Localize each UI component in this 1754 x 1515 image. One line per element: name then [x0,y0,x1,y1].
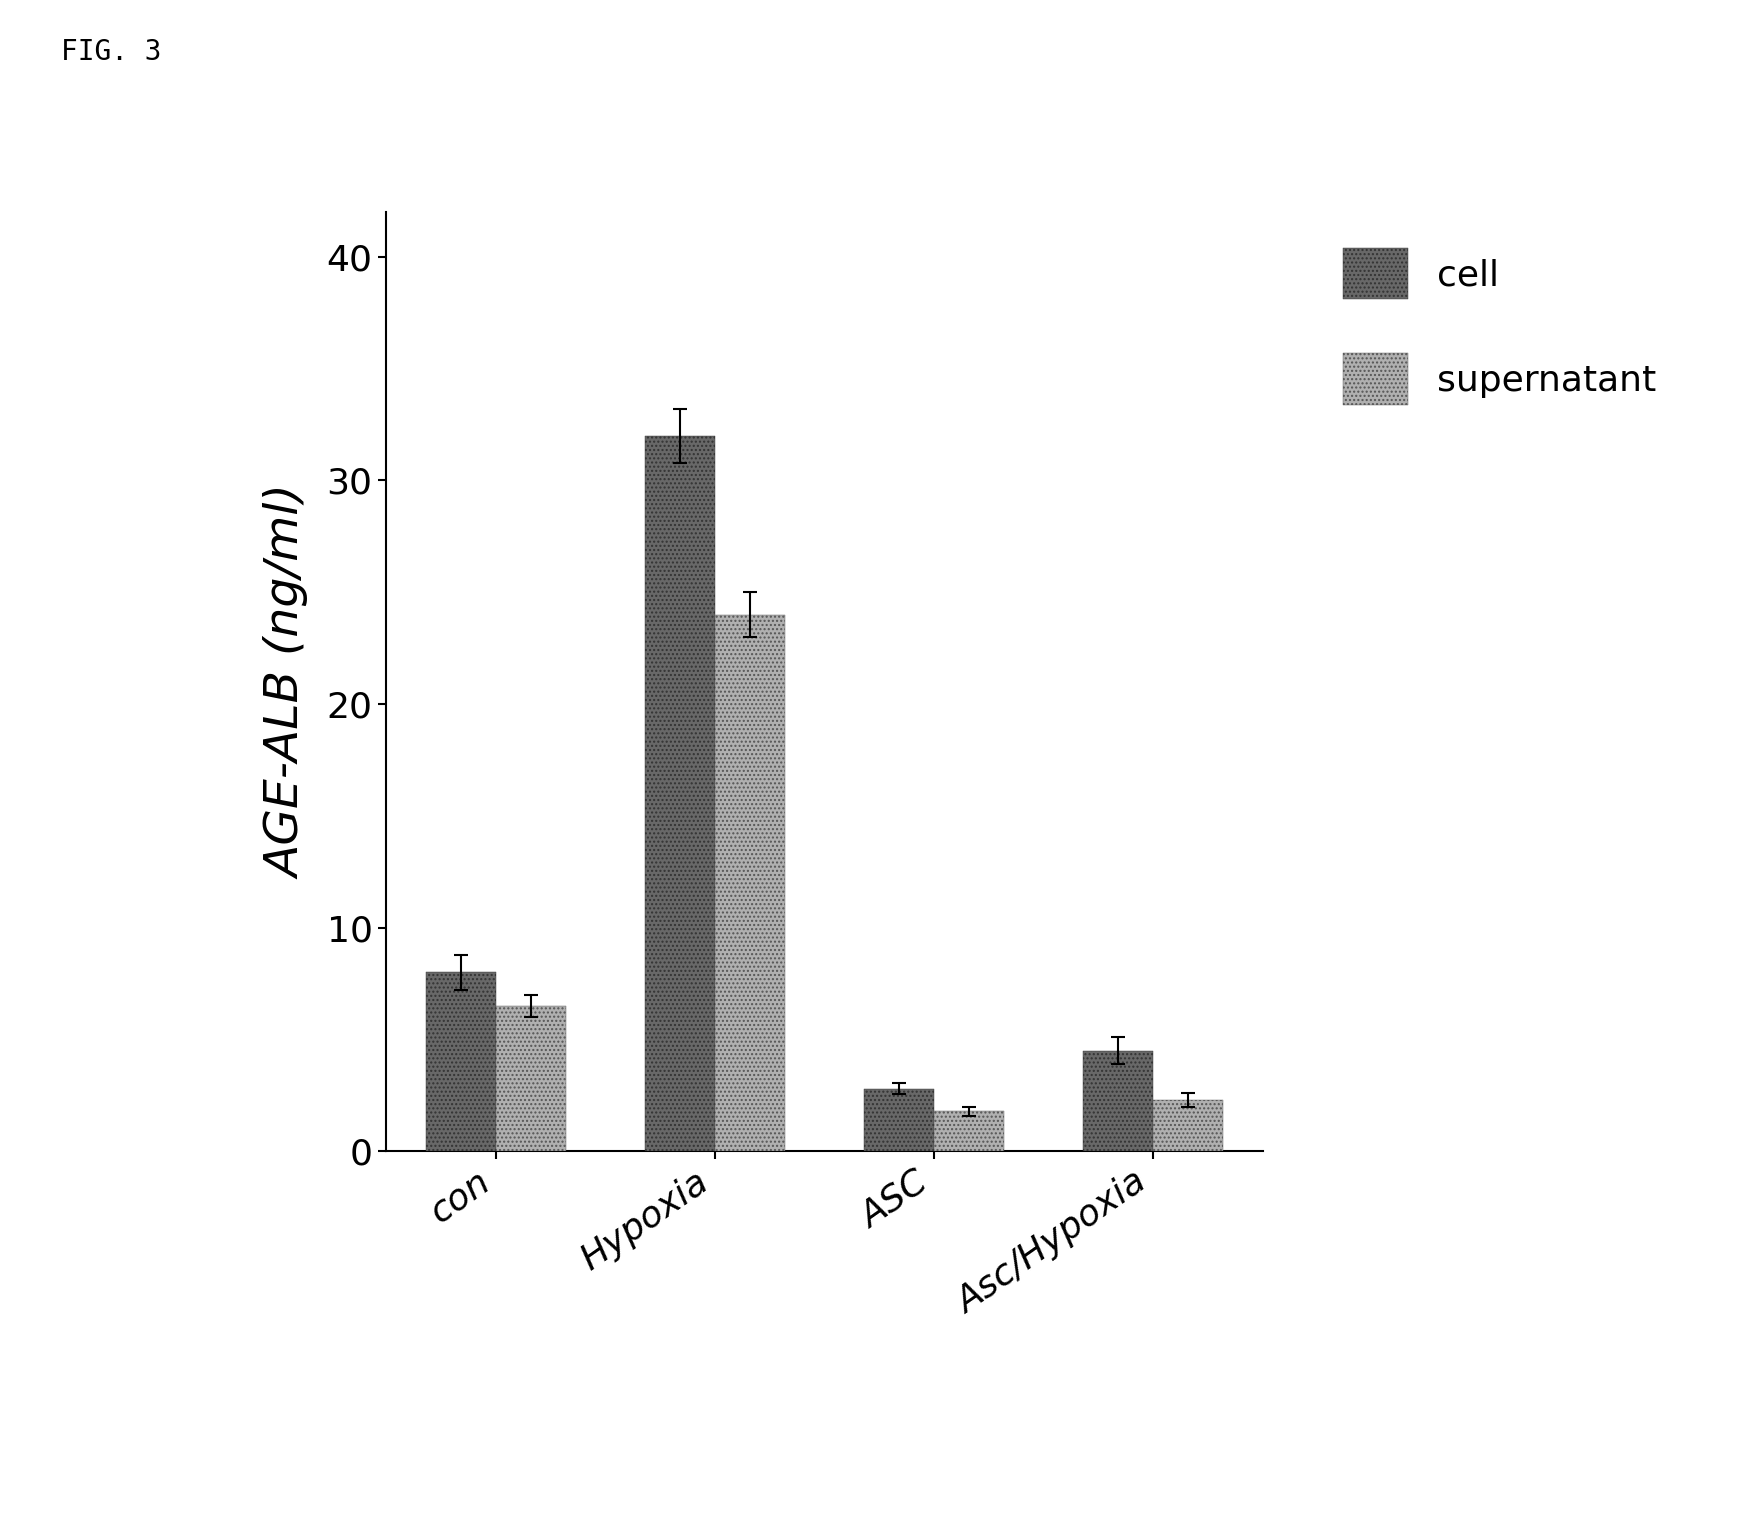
Bar [1082,1051,1152,1151]
Legend: cell, supernatant: cell, supernatant [1324,230,1673,423]
Bar [645,436,716,1151]
Y-axis label: AGE-ALB (ng/ml): AGE-ALB (ng/ml) [265,485,310,879]
Bar [933,1110,1003,1151]
Bar [716,615,786,1151]
Bar [426,973,496,1151]
Text: FIG. 3: FIG. 3 [61,38,161,65]
Bar [496,1006,567,1151]
Bar [863,1089,933,1151]
Bar [1152,1100,1223,1151]
